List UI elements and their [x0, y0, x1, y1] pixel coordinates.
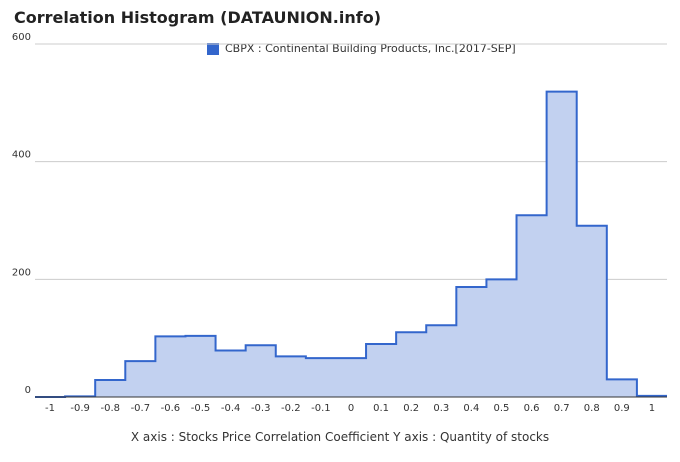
bin--0.3 [246, 345, 276, 397]
legend-swatch [207, 42, 219, 55]
x-tick-label-0.8: 0.8 [584, 403, 600, 414]
x-tick-label-0.4: 0.4 [463, 403, 479, 414]
legend[interactable]: CBPX : Continental Building Products, In… [207, 42, 516, 55]
x-tick-label-0.7: 0.7 [554, 403, 570, 414]
chart-title: Correlation Histogram (DATAUNION.info) [14, 8, 381, 27]
bin-0.8 [577, 226, 607, 397]
x-tick-label-0.9: 0.9 [614, 403, 630, 414]
x-tick-label-0.6: 0.6 [524, 403, 540, 414]
bin--0.4 [216, 351, 246, 397]
bin-0.5 [486, 279, 516, 397]
x-tick-label-0.1: 0.1 [373, 403, 389, 414]
x-tick-label--0.6: -0.6 [161, 403, 181, 414]
y-tick-label-0: 0 [25, 385, 31, 396]
x-tick-label-0: 0 [348, 403, 354, 414]
x-tick-label--0.1: -0.1 [311, 403, 331, 414]
bin--0.6 [155, 336, 185, 397]
x-tick-label-0.5: 0.5 [494, 403, 510, 414]
bin-0.1 [366, 344, 396, 397]
y-tick-label-400: 400 [12, 150, 31, 161]
x-tick-label--0.4: -0.4 [221, 403, 241, 414]
bin--0.8 [95, 380, 125, 397]
series-area [35, 91, 667, 397]
bin--0.1 [306, 358, 336, 397]
legend-label: CBPX : Continental Building Products, In… [225, 42, 516, 55]
bin-0.4 [456, 287, 486, 397]
x-tick-label-0.2: 0.2 [403, 403, 419, 414]
x-tick-label--1: -1 [45, 403, 55, 414]
x-tick-label--0.7: -0.7 [131, 403, 151, 414]
bin--0.5 [185, 336, 215, 397]
bin-0.6 [517, 215, 547, 397]
bin-0.7 [547, 92, 577, 397]
series-line [35, 90, 667, 398]
x-tick-label--0.2: -0.2 [281, 403, 301, 414]
x-tick-label--0.8: -0.8 [100, 403, 120, 414]
bin-0.2 [396, 332, 426, 397]
bin-0 [336, 358, 366, 397]
x-tick-label--0.3: -0.3 [251, 403, 271, 414]
bin--0.2 [276, 356, 306, 397]
x-tick-label--0.9: -0.9 [70, 403, 90, 414]
y-tick-label-600: 600 [12, 32, 31, 43]
x-tick-label--0.5: -0.5 [191, 403, 211, 414]
bin-0.3 [426, 325, 456, 397]
bin-0.9 [607, 379, 637, 397]
y-tick-label-200: 200 [12, 267, 31, 278]
bin--0.7 [125, 361, 155, 397]
axis-caption: X axis : Stocks Price Correlation Coeffi… [130, 430, 550, 444]
x-tick-label-1: 1 [649, 403, 655, 414]
x-tick-label-0.3: 0.3 [433, 403, 449, 414]
